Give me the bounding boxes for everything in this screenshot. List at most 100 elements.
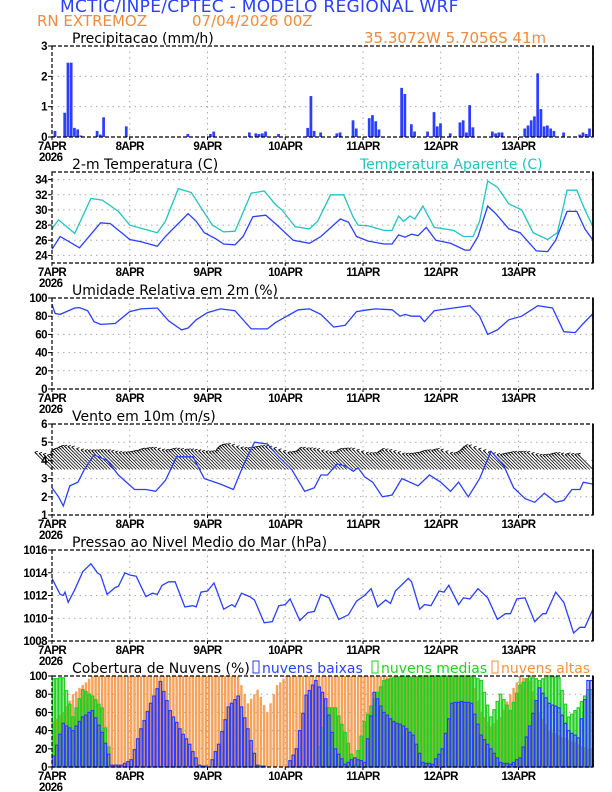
wind-vector (177, 448, 199, 470)
wind-vector (408, 453, 425, 470)
wind-vector-head (510, 451, 515, 455)
wind-vector-head (205, 450, 209, 454)
cloud-bar-nuvens-baixas (398, 723, 402, 768)
cloud-bar-nuvens-altas (343, 676, 347, 767)
cloud-bar-nuvens-altas (489, 726, 493, 767)
cloud-bar-nuvens-baixas (184, 738, 189, 768)
wind-vector (385, 449, 406, 470)
wind-vector-head (299, 446, 303, 451)
wind-vector-head (372, 452, 376, 456)
cloud-bar-nuvens-baixas (242, 717, 247, 768)
wind-vector (502, 453, 519, 470)
y-tick-label: 6 (41, 419, 47, 431)
y-tick-label: 3 (41, 474, 47, 486)
precip-bar (497, 132, 501, 137)
wind-vector (111, 450, 131, 470)
wind-vector (147, 448, 169, 470)
x-tick-label: 8APR (116, 393, 146, 405)
cloud-bar-nuvens-medias (498, 693, 503, 768)
precip-bar (539, 109, 543, 137)
cloud-bar-nuvens-baixas (190, 750, 195, 768)
cloud-bar-nuvens-baixas (411, 734, 415, 768)
x-tick-label: 10APR (268, 141, 303, 153)
precip-bar (264, 131, 267, 137)
wind-vector (250, 447, 273, 470)
wind-vector-head (91, 449, 95, 453)
cloud-bar-nuvens-baixas (119, 764, 124, 768)
cloud-bar-nuvens-baixas (453, 701, 458, 768)
precip-bar (439, 123, 442, 137)
cloud-bar-nuvens-altas (590, 748, 593, 767)
wind-vector (427, 450, 448, 470)
cloud-bar-nuvens-baixas (485, 743, 490, 768)
wind-vector-head (118, 450, 123, 455)
year-label: 2026 (39, 782, 63, 792)
cloud-bar-nuvens-baixas (249, 740, 253, 768)
wind-vector-head (397, 451, 401, 455)
wind-vector-head (309, 447, 313, 451)
wind-vector (542, 454, 558, 470)
wind-vector (60, 445, 85, 470)
wind-vector-head (71, 445, 75, 450)
cloud-bar-nuvens-altas (373, 676, 376, 767)
wind-vector-head (208, 450, 213, 455)
cloud-bar-nuvens-altas (220, 676, 224, 767)
wind-vector (316, 449, 338, 470)
cloud-bar-nuvens-altas (525, 678, 528, 767)
cloud-bar-nuvens-baixas (301, 712, 305, 768)
wind-vector (144, 448, 166, 470)
cloud-bar-nuvens-baixas (582, 699, 587, 768)
legend-swatch (252, 660, 260, 674)
cloud-bar-nuvens-altas (428, 676, 431, 767)
cloud-bar-nuvens-baixas (563, 722, 568, 768)
wind-vector-head (389, 449, 393, 453)
legend-nuvens-baixas: nuvens baixas (262, 661, 363, 677)
wind-vector (71, 446, 95, 470)
wind-vector-head (282, 449, 287, 454)
wind-vector (436, 448, 458, 470)
wind-vector (136, 450, 156, 470)
legend-swatch (371, 660, 379, 674)
cloud-bar-nuvens-baixas (372, 691, 377, 768)
wind-vector-head (560, 452, 565, 457)
x-tick-label: 9APR (193, 645, 223, 657)
cloud-bar-nuvens-medias (421, 675, 425, 768)
y-tick-label: 3 (41, 41, 47, 53)
y-tick-label: 80 (35, 689, 47, 701)
cloud-bar-nuvens-altas (304, 676, 308, 767)
wind-vector (161, 449, 182, 470)
cloud-bar-nuvens-baixas (440, 748, 445, 768)
precip-bar (536, 73, 540, 137)
cloud-bar-nuvens-medias (501, 699, 506, 768)
wind-vector (244, 447, 267, 470)
wind-vector-head (351, 447, 356, 452)
cloud-bar-nuvens-altas (479, 712, 483, 767)
wind-vector-head (535, 452, 539, 457)
wind-vector-head (342, 447, 346, 452)
cloud-bar-nuvens-altas (113, 676, 117, 767)
cloud-bar-nuvens-altas (279, 682, 282, 767)
wind-vector-head (440, 448, 444, 453)
wind-vector (278, 449, 299, 470)
x-tick-label: 8APR (116, 771, 146, 783)
wind-vector-head (567, 452, 571, 457)
wind-vector-head (221, 443, 225, 448)
precip-bar (209, 133, 212, 137)
wind-vector (295, 450, 315, 470)
precip-bar (351, 120, 355, 137)
precip-bar (212, 131, 216, 137)
wind-vector (51, 449, 72, 470)
cloud-bar-nuvens-baixas (459, 700, 464, 768)
wind-vector-head (278, 448, 282, 453)
cloud-bar-nuvens-altas (104, 676, 107, 767)
cloud-bar-nuvens-altas (275, 685, 279, 767)
cloud-bar-nuvens-altas (175, 676, 178, 767)
cloud-bar-nuvens-altas (288, 676, 292, 767)
wind-vector-head (153, 446, 157, 451)
wind-vector-head (67, 445, 71, 449)
wind-vector (91, 450, 111, 470)
cloud-bar-nuvens-baixas (540, 692, 545, 768)
cloud-bar-nuvens-altas (447, 676, 450, 767)
wind-vector-head (198, 449, 202, 453)
